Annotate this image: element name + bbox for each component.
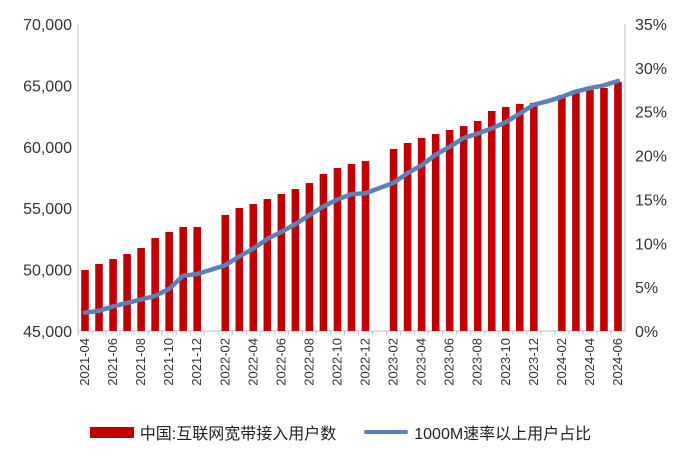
x-tick-label: 2024-04 bbox=[582, 338, 597, 386]
bar bbox=[459, 126, 468, 331]
y-left-tick-label: 50,000 bbox=[23, 263, 72, 280]
x-tick-label: 2022-02 bbox=[217, 338, 232, 386]
bar bbox=[516, 103, 524, 331]
x-tick-label: 2021-06 bbox=[105, 338, 120, 386]
x-tick-label: 2024-02 bbox=[554, 338, 569, 386]
y-right-tick-label: 0% bbox=[635, 324, 658, 341]
x-tick-label: 2022-10 bbox=[329, 338, 344, 386]
bar bbox=[600, 87, 608, 332]
bar bbox=[291, 189, 300, 331]
x-tick-label: 2021-04 bbox=[77, 338, 92, 386]
y-right-tick-label: 30% bbox=[635, 61, 667, 78]
bar bbox=[487, 110, 496, 331]
bar bbox=[586, 89, 594, 331]
bar bbox=[347, 163, 356, 331]
x-tick-label: 2023-06 bbox=[442, 338, 457, 386]
bar bbox=[445, 129, 454, 331]
legend-label-line: 1000M速率以上用户占比 bbox=[414, 426, 592, 443]
bar bbox=[389, 149, 398, 331]
bar bbox=[530, 102, 538, 331]
bar bbox=[305, 183, 314, 331]
y-right-tick-label: 25% bbox=[635, 105, 667, 122]
bar bbox=[614, 81, 622, 331]
x-tick-label: 2022-12 bbox=[358, 338, 373, 386]
y-right-tick-label: 5% bbox=[635, 280, 658, 297]
bar bbox=[361, 161, 370, 331]
x-tick-label: 2022-04 bbox=[245, 338, 260, 386]
bar bbox=[81, 269, 89, 331]
x-tick-label: 2023-10 bbox=[498, 338, 513, 386]
x-tick-label: 2021-08 bbox=[133, 338, 148, 386]
bar bbox=[431, 134, 440, 331]
x-tick-label: 2023-02 bbox=[386, 338, 401, 386]
bar bbox=[165, 232, 173, 331]
bar bbox=[193, 226, 202, 331]
bar bbox=[179, 226, 187, 331]
bar bbox=[572, 92, 580, 332]
legend-item-bar: 中国:互联网宽带接入用户数 bbox=[89, 420, 337, 444]
x-tick-label: 2023-04 bbox=[414, 338, 429, 386]
bar bbox=[95, 263, 103, 331]
bar bbox=[277, 193, 286, 331]
bar bbox=[473, 121, 482, 332]
y-left-tick-label: 60,000 bbox=[23, 140, 72, 157]
x-tick-label: 2024-06 bbox=[610, 338, 625, 386]
x-tick-label: 2021-10 bbox=[161, 338, 176, 386]
y-right-tick-label: 15% bbox=[635, 192, 667, 209]
legend-item-line: 1000M速率以上用户占比 bbox=[364, 420, 591, 444]
bar bbox=[333, 168, 342, 331]
legend-swatch-bar bbox=[89, 426, 134, 438]
y-left-tick-label: 55,000 bbox=[23, 201, 72, 218]
x-tick-label: 2022-06 bbox=[273, 338, 288, 386]
bar bbox=[501, 107, 510, 331]
bar bbox=[221, 214, 230, 331]
bar bbox=[558, 94, 566, 332]
bar bbox=[403, 142, 412, 331]
y-left-tick-label: 45,000 bbox=[23, 324, 72, 341]
bar bbox=[123, 254, 131, 331]
x-tick-label: 2021-12 bbox=[189, 338, 204, 386]
y-left-tick-label: 65,000 bbox=[23, 78, 72, 95]
bar bbox=[151, 238, 159, 331]
legend-label-bar: 中国:互联网宽带接入用户数 bbox=[139, 426, 337, 443]
y-left-tick-label: 70,000 bbox=[23, 17, 72, 34]
x-tick-label: 2023-12 bbox=[526, 338, 541, 386]
bar bbox=[249, 204, 258, 331]
y-right-tick-label: 20% bbox=[635, 149, 667, 166]
bar bbox=[235, 207, 244, 331]
y-right-tick-label: 10% bbox=[635, 236, 667, 253]
bar bbox=[263, 198, 272, 331]
bar bbox=[137, 247, 145, 331]
legend-swatch-line bbox=[364, 430, 409, 434]
chart-plot: 45,000 50,000 55,000 60,000 65,000 70,000 0% 5%… bbox=[23, 17, 667, 386]
bar bbox=[319, 173, 328, 331]
x-tick-label: 2022-08 bbox=[301, 338, 316, 386]
legend: 中国:互联网宽带接入用户数 1000M速率以上用户占比 bbox=[0, 420, 681, 444]
y-right-tick-label: 35% bbox=[635, 17, 667, 34]
bar bbox=[109, 259, 117, 331]
bar bbox=[417, 137, 426, 331]
x-tick-label: 2023-08 bbox=[470, 338, 485, 386]
